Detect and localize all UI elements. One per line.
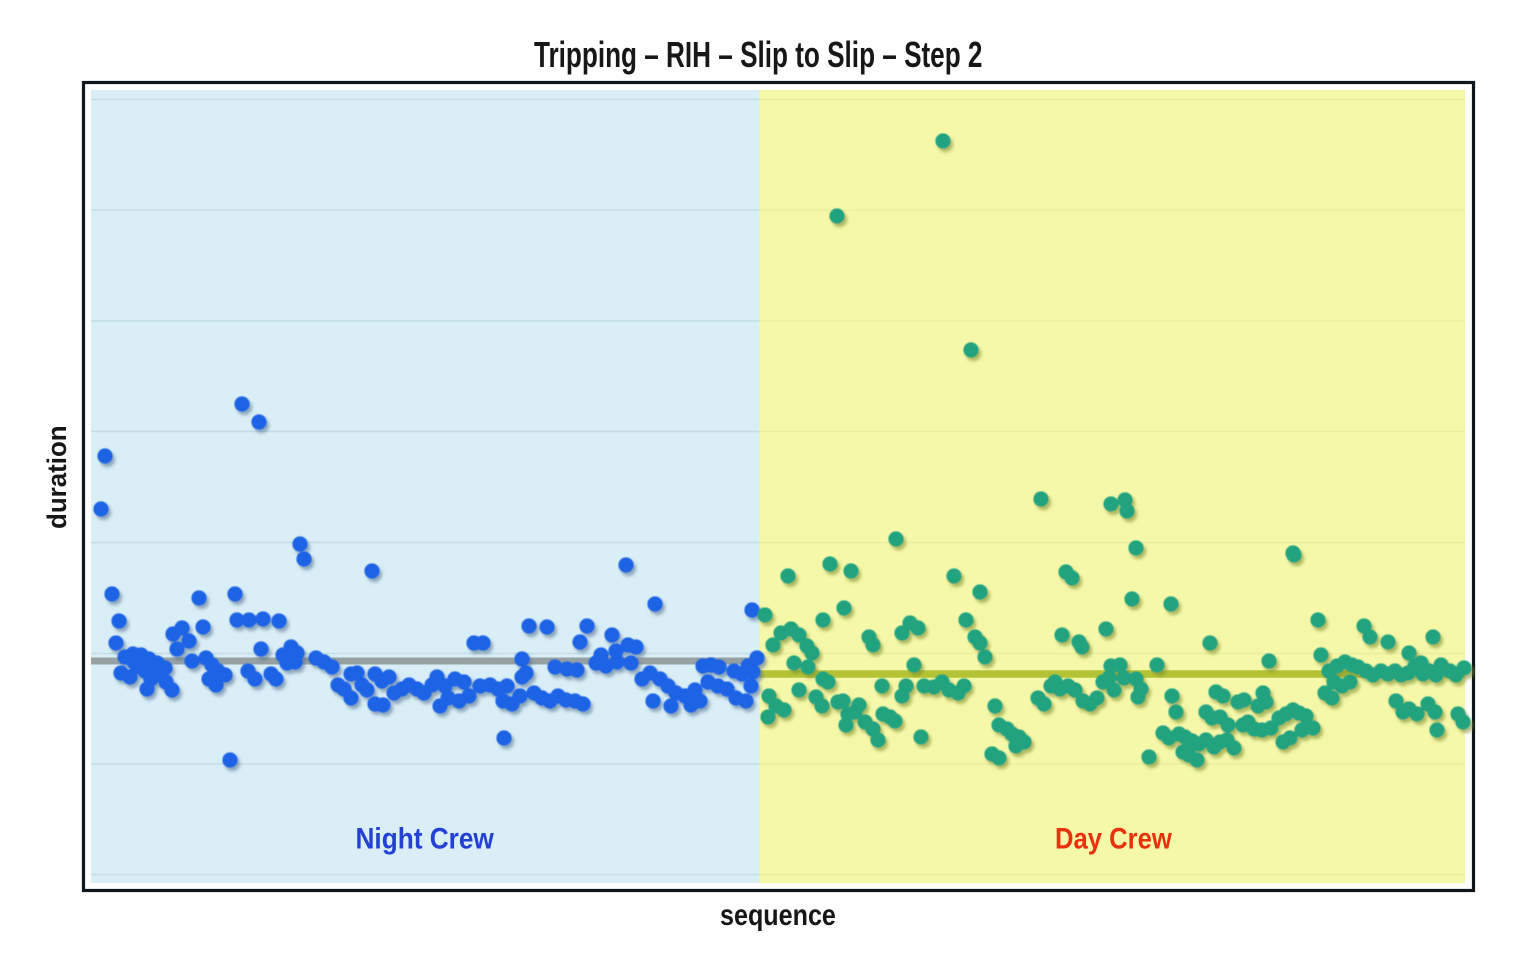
svg-text:Day Crew: Day Crew [1055,822,1172,855]
svg-text:Night Crew: Night Crew [356,821,494,855]
svg-text:sequence: sequence [720,898,836,932]
svg-text:duration: duration [42,425,73,529]
svg-text:Tripping – RIH – Slip to Slip: Tripping – RIH – Slip to Slip – Step 2 [534,35,982,75]
